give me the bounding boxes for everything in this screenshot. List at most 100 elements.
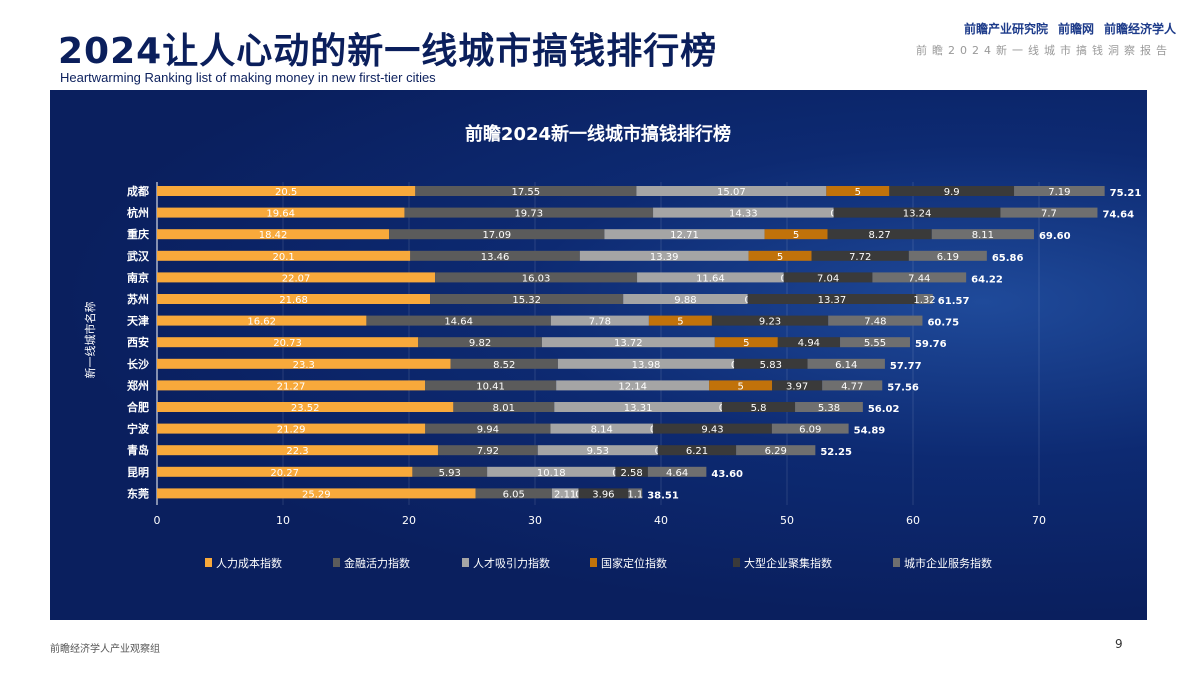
bar-segment <box>418 337 542 348</box>
bar-segment <box>908 250 987 261</box>
data-label: 15.32 <box>512 295 541 306</box>
data-label: 7.19 <box>1048 187 1070 198</box>
data-label: 21.29 <box>277 425 306 436</box>
data-label: 6.29 <box>765 446 787 457</box>
data-label: 6.09 <box>799 425 821 436</box>
bar-segment <box>453 402 555 412</box>
category-label: 长沙 <box>127 357 149 371</box>
data-label: 15.07 <box>717 187 746 198</box>
bar-segment <box>628 488 643 499</box>
bar-segment <box>709 380 773 391</box>
logo-group: 前瞻产业研究院 前瞻网 前瞻经济学人 <box>964 20 1176 37</box>
y-axis-label: 新一线城市名称 <box>83 302 97 379</box>
bar-segment <box>647 466 707 477</box>
bar-segment <box>748 250 812 261</box>
data-label: 12.14 <box>618 381 647 392</box>
data-label: 13.72 <box>614 338 643 349</box>
legend-label: 金融活力指数 <box>344 556 410 570</box>
bar-segment <box>475 488 552 499</box>
page-subtitle: Heartwarming Ranking list of making mone… <box>60 70 436 85</box>
bar-segment <box>557 358 735 369</box>
data-label: 9.82 <box>469 338 491 349</box>
bar-segment <box>157 294 431 304</box>
category-label: 武汉 <box>127 249 150 263</box>
legend-swatch <box>590 558 597 567</box>
bar-segment <box>807 358 885 369</box>
data-label: 14.33 <box>729 209 758 220</box>
data-label: 8.11 <box>972 230 994 241</box>
total-label: 60.75 <box>927 318 959 329</box>
data-label: 20.27 <box>270 468 299 479</box>
bar-segment <box>840 337 910 348</box>
bar-segment <box>714 337 778 348</box>
bar-segment <box>653 423 772 434</box>
legend-label: 国家定位指数 <box>601 556 667 570</box>
bar-segment <box>550 423 654 434</box>
data-label: 5 <box>743 338 749 349</box>
category-label: 昆明 <box>127 466 149 479</box>
data-label: 16.62 <box>247 317 276 328</box>
data-label: 6.05 <box>503 489 525 500</box>
bar-segment <box>157 488 476 499</box>
data-label: 9.9 <box>944 187 960 198</box>
category-label: 青岛 <box>127 443 149 457</box>
bar-segment <box>435 272 638 283</box>
bar-segment <box>777 337 841 348</box>
legend-label: 人力成本指数 <box>216 556 282 570</box>
bar-segment <box>487 466 616 477</box>
bar-segment <box>551 488 579 499</box>
data-label: 13.98 <box>632 360 661 371</box>
data-label: 5 <box>777 252 783 263</box>
bar-segment <box>604 229 765 240</box>
legend-swatch <box>333 558 340 567</box>
data-label: 5 <box>855 187 861 198</box>
data-label: 20.5 <box>275 187 297 198</box>
data-label: 5.8 <box>751 403 767 414</box>
bar-segment <box>157 229 390 240</box>
bar-segment <box>827 229 932 240</box>
legend-swatch <box>205 558 212 567</box>
total-label: 54.89 <box>854 426 886 437</box>
total-label: 38.51 <box>647 490 679 501</box>
bar-segment <box>764 229 828 240</box>
bar-segment <box>437 445 538 456</box>
total-label: 74.64 <box>1102 210 1134 221</box>
bar-segment <box>157 315 367 326</box>
data-label: 13.39 <box>650 252 679 263</box>
legend-label: 人才吸引力指数 <box>473 556 550 570</box>
data-label: 16.03 <box>522 273 551 284</box>
x-tick-label: 10 <box>276 514 290 527</box>
x-tick-label: 70 <box>1032 514 1046 527</box>
total-label: 56.02 <box>868 404 900 415</box>
category-label: 重庆 <box>127 227 149 241</box>
data-label: 5 <box>737 381 743 392</box>
data-label: 17.09 <box>482 230 511 241</box>
data-label: 9.43 <box>701 425 723 436</box>
bar-segment <box>157 402 454 412</box>
total-label: 57.56 <box>887 382 919 393</box>
data-label: 7.48 <box>864 317 886 328</box>
bar-segment <box>389 229 605 240</box>
data-label: 20.73 <box>273 338 302 349</box>
data-label: 14.64 <box>444 317 473 328</box>
x-tick-label: 50 <box>780 514 794 527</box>
category-label: 南京 <box>127 270 149 284</box>
data-label: 5.93 <box>439 468 461 479</box>
bar-segment <box>734 358 808 369</box>
data-label: 5.55 <box>864 338 886 349</box>
category-label: 郑州 <box>127 378 149 392</box>
category-label: 天津 <box>127 314 149 328</box>
logo-qianzhan-economist: 前瞻经济学人 <box>1103 22 1176 36</box>
data-label: 19.73 <box>514 209 543 220</box>
data-label: 12.71 <box>670 230 699 241</box>
x-tick-label: 40 <box>654 514 668 527</box>
data-label: 17.55 <box>512 187 541 198</box>
data-label: 9.23 <box>759 317 781 328</box>
bar-segment <box>889 186 1015 196</box>
data-label: 25.29 <box>302 489 331 500</box>
data-label: 6.14 <box>835 360 857 371</box>
data-label: 7.44 <box>908 273 930 284</box>
bar-segment <box>828 315 923 326</box>
data-label: 2.11 <box>554 489 576 500</box>
total-label: 52.25 <box>820 447 852 458</box>
